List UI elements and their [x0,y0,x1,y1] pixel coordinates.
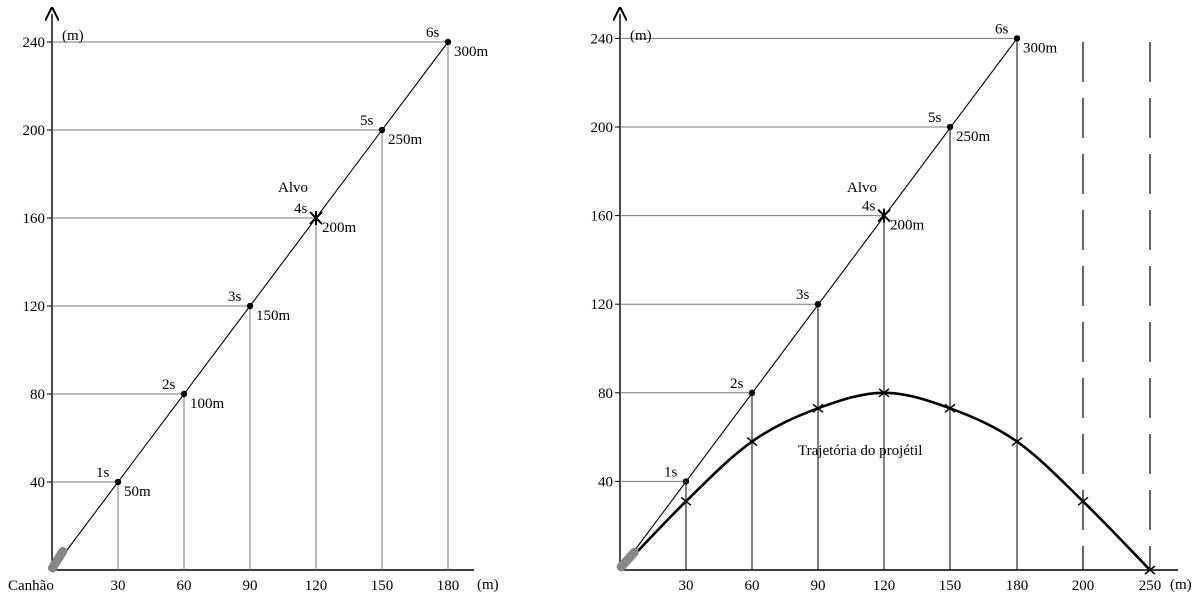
right-x-tick: 60 [745,578,760,594]
left-x-unit: (m) [477,577,499,593]
left-x-tick: 60 [177,578,192,594]
left-time-label: 4s [294,201,308,217]
right-time-label: 5s [928,110,942,126]
left-y-tick: 200 [23,123,46,139]
left-point [444,38,452,46]
target-star [309,211,323,225]
left-y-tick: 120 [23,299,46,315]
right-x-tick: 30 [679,578,694,594]
right-x-tick: 250 [1139,578,1162,594]
left-point [378,126,386,134]
right-time-label: 2s [730,376,744,392]
right-point [814,301,822,308]
right-time-label: 1s [664,464,678,480]
trajectory-mark [812,403,824,413]
left-y-unit: (m) [62,28,84,44]
trajectory-mark [1011,436,1023,447]
left-y-tick-labels: 40 80 120 160 200 240 [23,35,52,491]
left-y-tick: 80 [30,387,45,403]
left-cannon [47,546,68,573]
origin-label: Canhão [8,578,54,594]
right-y-tick-labels: 40 80 120 160 200 240 [591,31,620,490]
right-y-tick: 40 [598,474,613,490]
trajectory-mark [680,496,692,506]
right-y-tick: 200 [591,120,614,136]
left-x-tick: 120 [305,578,328,594]
right-target-label: Alvo [847,180,877,196]
left-y-tick: 240 [23,35,46,51]
right-point [946,123,954,131]
target-star [877,208,891,223]
left-time-label: 6s [426,25,440,41]
right-point [1013,35,1021,42]
right-guide-lines [620,37,1151,570]
left-points: 1s 50m 2s 100m 3s 150m 4s 200m 5s 250m 6s 300m [96,25,489,500]
right-y-tick: 160 [591,209,614,225]
left-guide-lines [52,41,449,570]
chart-left: 1s 50m 2s 100m 3s 150m 4s 200m 5s 250m 6s 300m 30 60… [8,14,499,594]
right-distance-label: 300m [1023,40,1058,56]
left-y-tick: 40 [30,475,45,491]
left-distance-label: 50m [124,484,151,500]
right-distance-label: 200m [890,218,925,234]
right-x-tick: 90 [811,578,826,594]
right-x-unit: (m) [1170,577,1192,593]
right-time-label: 6s [995,21,1009,37]
left-y-tick: 160 [23,211,46,227]
right-y-tick: 80 [598,386,613,402]
right-x-tick: 150 [939,578,962,594]
trajectory-mark [1077,496,1089,506]
left-point [246,302,254,310]
left-distance-label: 150m [256,308,291,324]
trajectory-label: Trajetória do projétil [798,443,922,459]
left-distance-label: 300m [454,44,489,60]
right-x-tick: 200 [1072,578,1095,594]
left-point [180,390,188,398]
trajectory-marks [680,388,1156,575]
left-distance-label: 250m [388,132,423,148]
right-distance-label: 250m [956,129,991,145]
right-x-tick: 180 [1006,578,1029,594]
right-point [748,389,756,396]
right-point [682,478,690,485]
left-distance-label: 200m [322,220,357,236]
trajectory-mark [1144,565,1156,575]
left-x-tick: 90 [243,578,258,594]
left-time-label: 3s [228,289,242,305]
right-time-label: 4s [862,199,876,215]
left-time-label: 2s [162,377,176,393]
projectile-trajectory [619,391,1151,571]
left-target-label: Alvo [278,180,308,196]
left-x-tick: 150 [371,578,394,594]
right-y-tick: 240 [591,31,614,47]
right-cannon [616,547,639,572]
right-y-unit: (m) [630,28,652,44]
left-time-label: 5s [360,113,374,129]
trajectory-mark [944,403,956,413]
left-distance-label: 100m [190,396,225,412]
right-y-tick: 120 [591,297,614,313]
right-time-label: 3s [796,287,810,303]
left-time-label: 1s [96,465,110,481]
left-x-tick: 30 [111,578,126,594]
right-x-tick-labels: 30 60 90 120 150 180 200 250 [679,578,1162,594]
left-x-tick-labels: 30 60 90 120 150 180 [111,578,460,594]
right-x-tick: 120 [873,578,896,594]
chart-right: 1s 2s 3s 4s 200m 5s 250m 6s 300m 30 60 90 120 150 180… [591,14,1192,594]
right-points: 1s 2s 3s 4s 200m 5s 250m 6s 300m [664,21,1058,485]
left-point [114,478,122,486]
left-x-tick: 180 [437,578,460,594]
trajectory-mark [746,436,758,447]
trajectory-mark [878,388,890,398]
